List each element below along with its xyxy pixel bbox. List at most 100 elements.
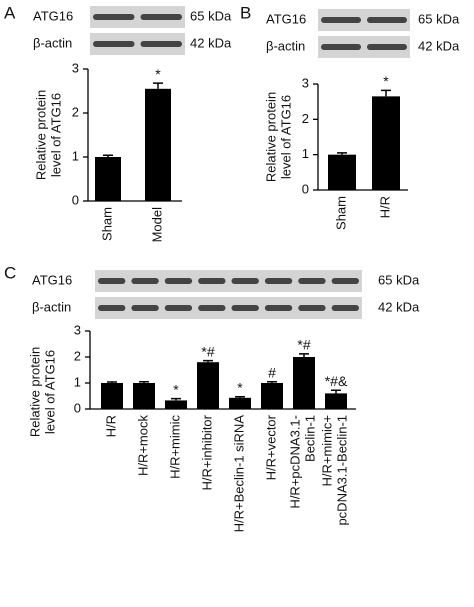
error-bar (337, 152, 347, 155)
blot-label: β-actin (32, 299, 71, 314)
blot-band (93, 14, 135, 20)
blot-image (318, 36, 410, 58)
blot-band (164, 305, 193, 311)
x-tick-label: H/R+inhibitor (199, 414, 214, 490)
error-bar (235, 396, 245, 398)
panel-label: B (240, 3, 251, 22)
blot-band (198, 305, 226, 311)
blot-band (231, 305, 259, 311)
y-tick-label: 2 (74, 348, 81, 363)
blot-band (198, 278, 226, 284)
x-tick-label: H/R+pcDNA3.1-Beclin-1 (288, 415, 318, 509)
y-tick-label: 2 (302, 111, 309, 126)
y-tick-label: 3 (74, 322, 81, 337)
x-tick-label: Model (149, 207, 164, 243)
blot-band (321, 44, 361, 50)
blot-label: ATG16 (266, 11, 306, 26)
bar (229, 397, 251, 409)
bar (261, 383, 283, 409)
panel-label: A (4, 3, 16, 22)
annotation: * (237, 379, 243, 395)
x-tick-label: H/R+Beclin-1 siRNA (231, 415, 246, 533)
bar (372, 96, 400, 190)
blot-band (298, 278, 326, 284)
bar (293, 357, 315, 409)
annotation: *# (201, 343, 214, 359)
blot-band (140, 41, 182, 47)
y-axis-label: Relative proteinlevel of ATG16 (34, 90, 64, 180)
y-tick-label: 3 (72, 60, 79, 75)
error-bar (203, 359, 213, 363)
blot-label: β-actin (266, 38, 305, 53)
error-bar (103, 154, 113, 157)
error-bar (381, 89, 391, 97)
x-tick-label: H/R (377, 196, 392, 218)
y-axis-label: Relative proteinlevel of ATG16 (264, 92, 294, 182)
blot-image (318, 9, 410, 31)
x-tick-label: Sham (333, 196, 348, 230)
y-axis-label: Relative proteinlevel of ATG16 (28, 347, 58, 437)
blot-band (367, 44, 407, 50)
blot-size: 42 kDa (418, 38, 460, 53)
bar (197, 362, 219, 409)
y-tick-label: 1 (72, 148, 79, 163)
panel-label: C (4, 263, 16, 282)
x-tick-label: Sham (99, 207, 114, 241)
blot-label: β-actin (33, 35, 72, 50)
blot-size: 65 kDa (418, 11, 460, 26)
bar (165, 400, 187, 409)
blot-size: 65 kDa (378, 272, 420, 287)
blot-label: ATG16 (33, 8, 73, 23)
bar (101, 383, 123, 409)
error-bar (331, 389, 341, 394)
blot-band (98, 305, 126, 311)
annotation: # (268, 364, 276, 380)
blot-band (264, 305, 293, 311)
blot-band (321, 17, 361, 23)
blot-band (164, 278, 193, 284)
blot-size: 42 kDa (378, 299, 420, 314)
blot-band (298, 305, 326, 311)
blot-band (264, 278, 293, 284)
bar (328, 154, 356, 190)
y-tick-label: 1 (74, 374, 81, 389)
blot-band (98, 278, 126, 284)
blot-band (231, 278, 259, 284)
error-bar (299, 353, 309, 357)
x-tick-label: H/R+mimic+pcDNA3.1-Beclin-1 (320, 415, 350, 526)
x-tick-label: H/R (103, 415, 118, 437)
y-tick-label: 3 (302, 75, 309, 90)
blot-band (331, 278, 359, 284)
bar (145, 88, 171, 201)
blot-image (95, 270, 362, 292)
error-bar (139, 380, 149, 383)
error-bar (171, 397, 181, 401)
blot-size: 65 kDa (190, 8, 232, 23)
x-tick-label: H/R+vector (263, 414, 278, 480)
blot-image (90, 6, 185, 28)
y-tick-label: 0 (302, 181, 309, 196)
blot-band (131, 278, 159, 284)
blot-size: 42 kDa (190, 35, 232, 50)
blot-band (140, 14, 182, 20)
annotation: * (155, 66, 161, 82)
bar (133, 383, 155, 409)
bar (325, 393, 347, 409)
error-bar (153, 82, 163, 89)
blot-band (367, 17, 407, 23)
y-tick-label: 0 (74, 400, 81, 415)
y-tick-label: 1 (302, 146, 309, 161)
annotation: * (383, 73, 389, 89)
x-tick-label: H/R+mimic (167, 415, 182, 479)
blot-image (90, 33, 185, 55)
bar (95, 157, 121, 201)
y-tick-label: 2 (72, 104, 79, 119)
x-tick-label: H/R+mock (135, 415, 150, 477)
error-bar (107, 381, 117, 383)
annotation: *#& (325, 373, 348, 389)
blot-band (131, 305, 159, 311)
y-tick-label: 0 (72, 192, 79, 207)
annotation: *# (297, 337, 310, 353)
annotation: * (173, 381, 179, 397)
